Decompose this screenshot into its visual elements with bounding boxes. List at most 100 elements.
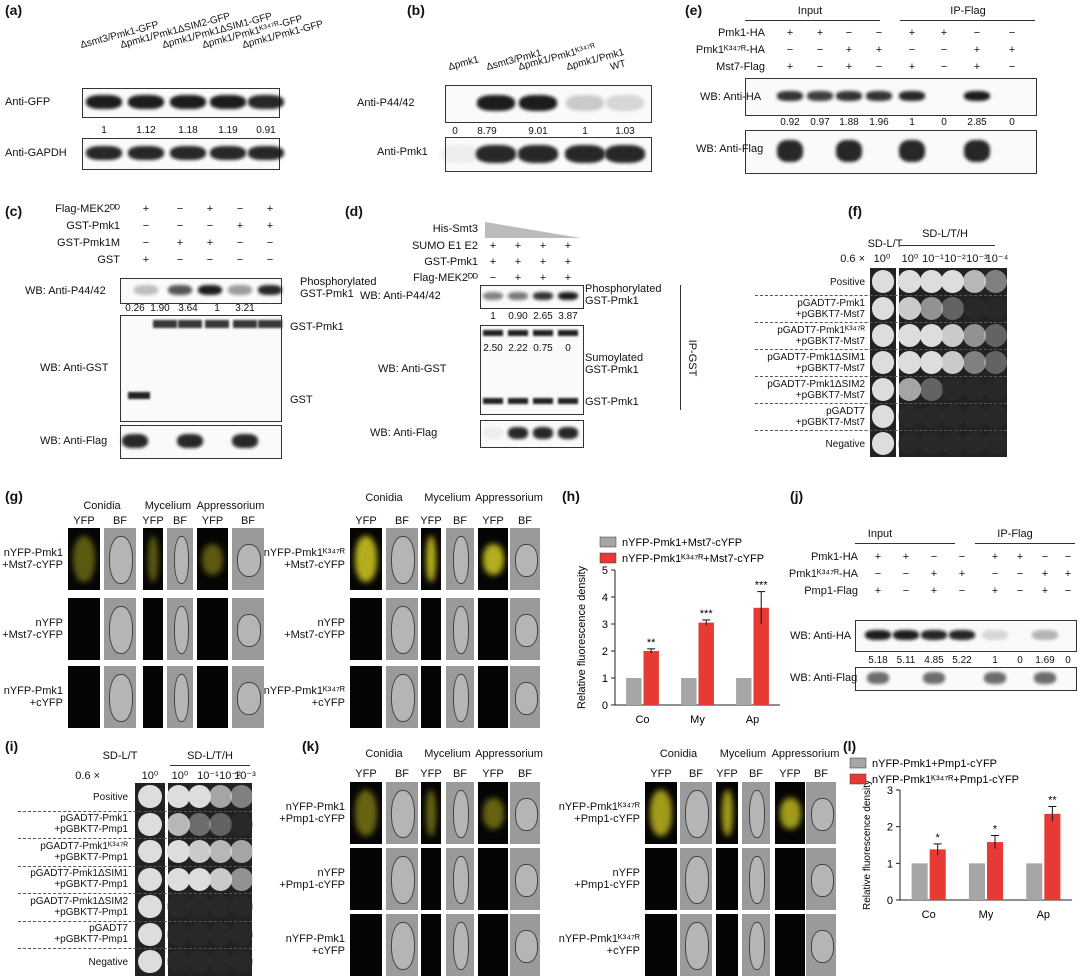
label: Positive [829, 276, 865, 288]
label: 4.85 [924, 655, 944, 666]
band [558, 398, 578, 404]
label: + [514, 272, 522, 284]
label: YFP [142, 515, 164, 527]
rule [855, 543, 955, 544]
cell [236, 613, 262, 647]
band [122, 434, 148, 448]
label: Anti-P44/42 [357, 97, 415, 109]
band [982, 630, 1008, 640]
label: Pmk1-HA [717, 27, 765, 39]
band [519, 95, 557, 111]
signal [426, 789, 436, 837]
legend-label: nYFP-Pmk1+Mst7-cYFP [622, 537, 742, 549]
cell [453, 673, 469, 723]
cell [453, 855, 469, 905]
divider [755, 295, 1007, 296]
cell [390, 789, 416, 839]
label: Pmk1ᴷ³⁴⁷ᴿ-HA [788, 568, 858, 580]
label: − [845, 27, 853, 39]
label: + [514, 256, 522, 268]
label: YFP [73, 515, 95, 527]
signal [354, 789, 378, 837]
yfp-image [197, 598, 228, 660]
gradient-triangle [485, 222, 581, 238]
label: BF [172, 515, 188, 527]
label: 10⁻² [219, 770, 241, 782]
band [807, 91, 833, 101]
label: nYFP +Pmp1-cYFP [574, 867, 640, 891]
label: pGADT7-Pmk1ΔSIM2 +pGBKT7-Pmp1 [30, 895, 128, 918]
spot [229, 812, 254, 836]
label: (g) [5, 488, 23, 504]
spot [166, 922, 191, 946]
label: − [142, 237, 150, 249]
spot [166, 840, 191, 864]
bar [1026, 863, 1043, 900]
label: WB: Anti-P44/42 [25, 285, 106, 297]
label: + [973, 61, 981, 73]
significance: * [936, 832, 941, 844]
band [248, 146, 284, 160]
label: 1 [214, 303, 220, 314]
label: WB: Anti-P44/42 [360, 290, 441, 302]
label: + [539, 240, 547, 252]
label: + [908, 61, 916, 73]
cell [108, 605, 134, 655]
rule [900, 245, 995, 246]
spot [229, 840, 254, 864]
yfp-image [350, 666, 382, 728]
spot [898, 432, 922, 455]
label: 5.11 [896, 655, 916, 666]
label: 8.79 [477, 126, 497, 137]
label: − [1041, 551, 1049, 563]
label: SD-L/T [867, 238, 903, 250]
label: Positive [92, 791, 128, 803]
label: + [564, 240, 572, 252]
cell [236, 543, 262, 577]
label: 0 [452, 126, 458, 137]
label: − [875, 27, 883, 39]
label: WB: Anti-Flag [790, 672, 858, 684]
y-axis-label: Relative fluorescence density [862, 780, 873, 910]
label: pGADT7-Pmk1ΔSIM1 +pGBKT7-Pmp1 [30, 868, 128, 891]
label: 9.01 [528, 126, 548, 137]
y-axis-label: Relative fluorescence density [576, 565, 588, 709]
band [984, 672, 1006, 684]
label: 2.22 [508, 343, 528, 354]
label: BF [394, 515, 410, 527]
spot [919, 270, 943, 293]
label: Conidia [365, 492, 403, 504]
yfp-image [478, 666, 508, 728]
label: WB: Anti-HA [700, 91, 762, 103]
spot [138, 922, 162, 946]
label: YFP [420, 515, 442, 527]
bar-chart: 0 1 2 3 Relative fluorescence density Co My Ap n… [849, 757, 1072, 921]
label: 0 [1065, 655, 1071, 666]
label: GST-Pmk1 [585, 396, 639, 408]
cell [453, 535, 469, 585]
bar [911, 863, 928, 900]
label: Anti-Pmk1 [377, 146, 428, 158]
label: + [930, 585, 938, 597]
label: (a) [5, 2, 23, 18]
label: 3.64 [178, 303, 198, 314]
band [777, 91, 803, 101]
spot [871, 297, 895, 320]
cell [236, 681, 262, 715]
divider [755, 403, 1007, 404]
label: − [991, 568, 999, 580]
label: 0 [1009, 117, 1015, 128]
significance: *** [700, 608, 714, 620]
label: 1 [582, 126, 588, 137]
yfp-image [143, 598, 163, 660]
cell [173, 605, 189, 655]
y-tick-label: 3 [602, 619, 608, 631]
label: GST [97, 254, 120, 266]
spot [138, 840, 162, 864]
label: − [1016, 585, 1024, 597]
cell [108, 673, 134, 723]
label: − [1064, 551, 1072, 563]
signal [482, 543, 504, 575]
label: + [236, 220, 244, 232]
label: + [908, 27, 916, 39]
